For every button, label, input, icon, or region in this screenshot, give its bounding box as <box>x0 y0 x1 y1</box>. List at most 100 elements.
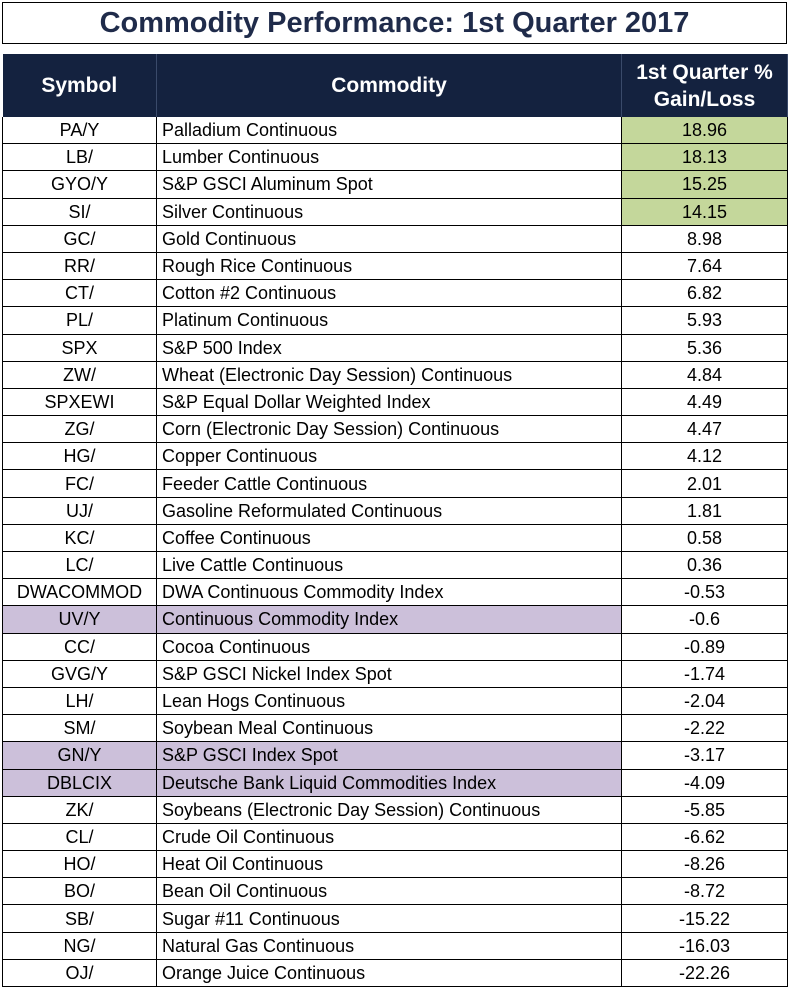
gain-loss-cell: 7.64 <box>621 252 788 281</box>
gain-loss-cell: -5.85 <box>621 796 788 824</box>
table-row: GC/Gold Continuous 8.98 <box>2 225 788 253</box>
gain-loss-cell: -3.17 <box>621 741 788 770</box>
table-row: KC/Coffee Continuous 0.58 <box>2 524 788 553</box>
performance-table: Symbol Commodity 1st Quarter % Gain/Loss… <box>2 54 788 988</box>
gain-loss-cell: 15.25 <box>621 170 788 199</box>
symbol-cell: UJ/ <box>2 497 157 525</box>
commodity-cell: Copper Continuous <box>156 442 622 471</box>
gain-loss-cell: 2.01 <box>621 469 788 498</box>
column-header-commodity: Commodity <box>156 54 622 117</box>
commodity-cell: S&P GSCI Aluminum Spot <box>156 170 622 199</box>
gain-loss-cell: 4.47 <box>621 415 788 444</box>
gain-loss-cell: 6.82 <box>621 279 788 308</box>
table-row: UJ/Gasoline Reformulated Continuous 1.81 <box>2 497 788 525</box>
symbol-cell: GN/Y <box>2 741 157 770</box>
gain-loss-cell: -0.89 <box>621 633 788 661</box>
commodity-cell: S&P GSCI Nickel Index Spot <box>156 660 622 688</box>
symbol-cell: CT/ <box>2 279 157 308</box>
table-row: PL/Platinum Continuous 5.93 <box>2 306 788 335</box>
column-header-gain-loss-line2: Gain/Loss <box>653 87 756 111</box>
commodity-cell: Crude Oil Continuous <box>156 823 622 852</box>
symbol-cell: OJ/ <box>2 959 157 988</box>
symbol-cell: SI/ <box>2 198 157 226</box>
symbol-cell: SM/ <box>2 714 157 743</box>
table-row: LB/Lumber Continuous 18.13 <box>2 143 788 172</box>
table-row: CT/Cotton #2 Continuous 6.82 <box>2 279 788 308</box>
symbol-cell: FC/ <box>2 469 157 498</box>
commodity-cell: Cocoa Continuous <box>156 633 622 661</box>
commodity-cell: S&P GSCI Index Spot <box>156 741 622 770</box>
symbol-cell: LB/ <box>2 143 157 172</box>
symbol-cell: HG/ <box>2 442 157 471</box>
table-row: RR/Rough Rice Continuous 7.64 <box>2 252 788 281</box>
symbol-cell: LH/ <box>2 687 157 716</box>
commodity-cell: Natural Gas Continuous <box>156 932 622 960</box>
commodity-cell: Gasoline Reformulated Continuous <box>156 497 622 525</box>
table-body: PA/Y Palladium Continuous 18.96 LB/Lumber C… <box>2 117 788 988</box>
commodity-cell: Corn (Electronic Day Session) Continuous <box>156 415 622 444</box>
commodity-cell: Soybean Meal Continuous <box>156 714 622 743</box>
column-header-gain-loss-line1: 1st Quarter % <box>636 60 773 84</box>
table-row: SI/Silver Continuous 14.15 <box>2 198 788 226</box>
table-row: DBLCIX Deutsche Bank Liquid Commodities I… <box>2 769 788 797</box>
commodity-cell: Platinum Continuous <box>156 306 622 335</box>
commodity-cell: Wheat (Electronic Day Session) Continuou… <box>156 361 622 389</box>
table-row: HO/Heat Oil Continuous -8.26 <box>2 850 788 879</box>
table-row: ZG/Corn (Electronic Day Session) Continu… <box>2 415 788 444</box>
gain-loss-cell: -4.09 <box>621 769 788 797</box>
table-row: GYO/Y S&P GSCI Aluminum Spot 15.25 <box>2 170 788 199</box>
symbol-cell: DBLCIX <box>2 769 157 797</box>
commodity-cell: Cotton #2 Continuous <box>156 279 622 308</box>
symbol-cell: ZW/ <box>2 361 157 389</box>
table-row: HG/Copper Continuous 4.12 <box>2 442 788 471</box>
commodity-cell: Sugar #11 Continuous <box>156 904 622 933</box>
table-row: LC/Live Cattle Continuous 0.36 <box>2 551 788 580</box>
gain-loss-cell: 18.96 <box>621 117 788 145</box>
table-row: DWACOMMOD DWA Continuous Commodity Index -… <box>2 578 788 607</box>
gain-loss-cell: -22.26 <box>621 959 788 988</box>
symbol-cell: NG/ <box>2 932 157 960</box>
gain-loss-cell: 14.15 <box>621 198 788 226</box>
symbol-cell: SPX <box>2 334 157 362</box>
gain-loss-cell: 8.98 <box>621 225 788 253</box>
gain-loss-cell: 1.81 <box>621 497 788 525</box>
gain-loss-cell: -15.22 <box>621 904 788 933</box>
symbol-cell: GC/ <box>2 225 157 253</box>
table-header: Symbol Commodity 1st Quarter % Gain/Loss <box>2 54 788 117</box>
gain-loss-cell: -8.72 <box>621 877 788 906</box>
symbol-cell: PA/Y <box>2 117 157 145</box>
gain-loss-cell: -0.6 <box>621 605 788 634</box>
symbol-cell: CL/ <box>2 823 157 852</box>
commodity-cell: Coffee Continuous <box>156 524 622 553</box>
symbol-cell: SPXEWI <box>2 388 157 417</box>
symbol-cell: LC/ <box>2 551 157 580</box>
gain-loss-cell: 4.12 <box>621 442 788 471</box>
table-row: CC/Cocoa Continuous -0.89 <box>2 633 788 661</box>
gain-loss-cell: -1.74 <box>621 660 788 688</box>
commodity-cell: Soybeans (Electronic Day Session) Contin… <box>156 796 622 824</box>
gain-loss-cell: -0.53 <box>621 578 788 607</box>
gain-loss-cell: 18.13 <box>621 143 788 172</box>
column-header-gain-loss: 1st Quarter % Gain/Loss <box>621 54 788 117</box>
table-row: NG/Natural Gas Continuous -16.03 <box>2 932 788 960</box>
table-row: LH/Lean Hogs Continuous -2.04 <box>2 687 788 716</box>
table-row: SPXEWI S&P Equal Dollar Weighted Index 4.4… <box>2 388 788 417</box>
table-row: CL/Crude Oil Continuous -6.62 <box>2 823 788 852</box>
gain-loss-cell: -2.04 <box>621 687 788 716</box>
table-row: BO/Bean Oil Continuous -8.72 <box>2 877 788 906</box>
gain-loss-cell: -6.62 <box>621 823 788 852</box>
gain-loss-cell: 5.36 <box>621 334 788 362</box>
commodity-cell: Lumber Continuous <box>156 143 622 172</box>
symbol-cell: BO/ <box>2 877 157 906</box>
gain-loss-cell: 0.36 <box>621 551 788 580</box>
page-title: Commodity Performance: 1st Quarter 2017 <box>2 2 787 44</box>
gain-loss-cell: 5.93 <box>621 306 788 335</box>
symbol-cell: CC/ <box>2 633 157 661</box>
symbol-cell: RR/ <box>2 252 157 281</box>
header-row: Symbol Commodity 1st Quarter % Gain/Loss <box>2 54 788 117</box>
gain-loss-cell: 0.58 <box>621 524 788 553</box>
table-row: SM/Soybean Meal Continuous -2.22 <box>2 714 788 743</box>
symbol-cell: SB/ <box>2 904 157 933</box>
gain-loss-cell: 4.49 <box>621 388 788 417</box>
table-row: ZK/Soybeans (Electronic Day Session) Con… <box>2 796 788 824</box>
